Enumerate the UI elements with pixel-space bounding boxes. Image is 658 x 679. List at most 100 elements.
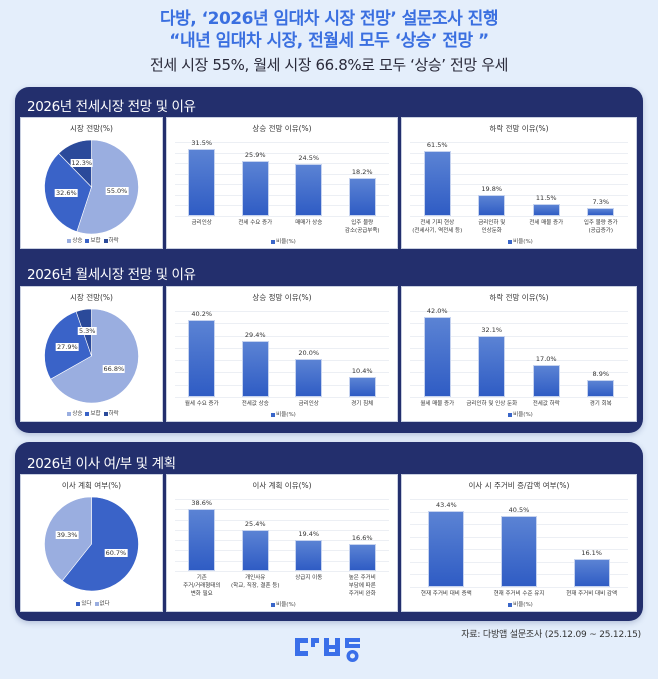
gridline (175, 216, 389, 217)
bar-value-label: 8.9% (592, 369, 610, 378)
legend-swatch (508, 239, 513, 244)
pie-chart (44, 139, 139, 235)
pie-slice-label: 12.3% (70, 159, 94, 168)
legend-label: 상승 (72, 411, 83, 417)
gridline (175, 184, 389, 186)
gridline (175, 194, 389, 196)
gridline (175, 163, 389, 165)
category-label: 월세 수요 증가 (184, 401, 219, 407)
chart-card: 이사 계획 여부(%) 60.7% 39.3% 있다 없다 (20, 474, 163, 612)
bar (573, 558, 610, 587)
bar (295, 164, 323, 216)
pie-slice-label: 5.3% (77, 326, 97, 335)
legend-label: 비율(%) (276, 412, 296, 418)
bar (348, 177, 376, 216)
chart-legend: 상승 보합 하락 (21, 236, 162, 244)
chart-legend: 비율(%) (167, 410, 397, 418)
bar (500, 515, 538, 587)
pie-slice-label: 60.7% (104, 548, 128, 557)
legend-swatch (94, 601, 99, 606)
chart-legend: 있다 없다 (21, 599, 162, 607)
gridline (175, 560, 389, 562)
bar-value-label: 42.0% (426, 306, 448, 315)
chart-legend: 비율(%) (402, 600, 636, 608)
legend-swatch (76, 601, 81, 606)
chart-card: 이사 시 주거비 증/감액 여부(%) 43.4% 현재 주거비 대비 증액 40.5… (401, 474, 637, 612)
gridline (175, 529, 389, 531)
category-label: 전세 수요 증가 (238, 220, 273, 226)
bar (423, 316, 451, 397)
bar (587, 208, 615, 216)
subheadline: 전세 시장 55%, 월세 시장 66.8%로 모두 ‘상승’ 전망 우세 (149, 56, 508, 74)
gridline (410, 311, 628, 312)
pie-slice-label: 27.9% (55, 342, 79, 351)
legend-swatch (508, 602, 513, 607)
category-label: 금리인상 (298, 401, 319, 407)
legend-swatch (103, 238, 108, 243)
pie-chart (44, 496, 139, 592)
bar-value-label: 40.2% (191, 310, 213, 319)
legend-swatch (271, 602, 276, 607)
category-label: 전세값 하락 (532, 401, 560, 407)
chart-title: 이사 시 주거비 증/감액 여부(%) (468, 481, 570, 490)
section-title-jeonse: 2026년 전세시장 전망 및 이유 (27, 99, 196, 115)
gridline (175, 323, 389, 325)
category-label: 높은 주거비 부담에 따른 주거비 완화 (348, 575, 376, 597)
gridline (175, 335, 389, 337)
source-note: 자료: 다방앱 설문조사 (25.12.09 ~ 25.12.15) (461, 630, 641, 640)
gridline (410, 173, 628, 175)
bar (188, 149, 216, 216)
category-label: 금리인하 및 인상 둔화 (466, 401, 518, 407)
category-label: 현재 주거비 수준 유지 (493, 591, 545, 597)
gridline (410, 347, 628, 349)
legend-label: 하락 (108, 411, 119, 417)
legend-label: 비율(%) (276, 602, 296, 608)
headline-2: “내년 임대차 시장, 전월세 모두 ‘상승’ 전망 ” (169, 31, 489, 51)
bar-value-label: 40.5% (508, 505, 530, 514)
bar-value-label: 31.5% (191, 139, 213, 148)
bar (295, 358, 323, 397)
pie-slice-label: 39.3% (55, 531, 79, 540)
gridline (410, 152, 628, 154)
chart-card: 상승 전망 이유(%) 31.5% 금리인상 25.9% 전세 수요 증가 24.5% 매매… (166, 117, 398, 249)
category-label: 상급지 이동 (295, 575, 323, 581)
gridline (175, 142, 389, 143)
chart-card: 상승 정망 이유(%) 40.2% 월세 수요 증가 29.4% 전세값 상승 20.0%… (166, 286, 398, 422)
category-label: 금리인하 및 인상둔화 (478, 220, 506, 234)
bar (188, 509, 216, 571)
legend-label: 비율(%) (276, 239, 296, 245)
gridline (175, 372, 389, 374)
gridline (410, 511, 628, 513)
category-label: 현재 주거비 대비 증액 (420, 591, 472, 597)
legend-swatch (508, 412, 513, 417)
bar-value-label: 19.8% (481, 185, 503, 194)
legend-swatch (271, 412, 276, 417)
chart-legend: 비율(%) (402, 237, 636, 245)
bar-value-label: 19.4% (298, 529, 320, 538)
bar (428, 510, 465, 587)
bar (295, 539, 323, 571)
bar (478, 335, 506, 397)
bar (241, 340, 269, 397)
category-label: 월세 매물 증가 (420, 401, 455, 407)
gridline (410, 397, 628, 398)
chart-title: 시장 전망(%) (70, 124, 113, 133)
chart-title: 하락 전망 이유(%) (489, 124, 549, 133)
chart-card: 하락 전망 이유(%) 61.5% 전세 기피 현상 (전세사기, 역전세 등) 19… (401, 117, 637, 249)
gridline (175, 360, 389, 362)
bar-value-label: 7.3% (592, 198, 610, 207)
category-label: 금리인상 (191, 220, 212, 226)
bar-value-label: 10.4% (351, 367, 373, 376)
bar (587, 380, 615, 397)
legend-swatch (67, 411, 72, 416)
chart-legend: 상승 보합 하락 (21, 409, 162, 417)
chart-title: 상승 전망 이유(%) (252, 124, 312, 133)
bar-value-label: 38.6% (191, 499, 213, 508)
category-label: 기존 주거/거래형태의 변화 필요 (183, 575, 221, 597)
bar (188, 320, 216, 397)
bar-value-label: 17.0% (535, 354, 557, 363)
category-label: 매매가 상승 (295, 220, 323, 226)
bar-value-label: 25.4% (244, 520, 266, 529)
chart-title: 상승 정망 이유(%) (252, 293, 312, 302)
gridline (410, 142, 628, 143)
